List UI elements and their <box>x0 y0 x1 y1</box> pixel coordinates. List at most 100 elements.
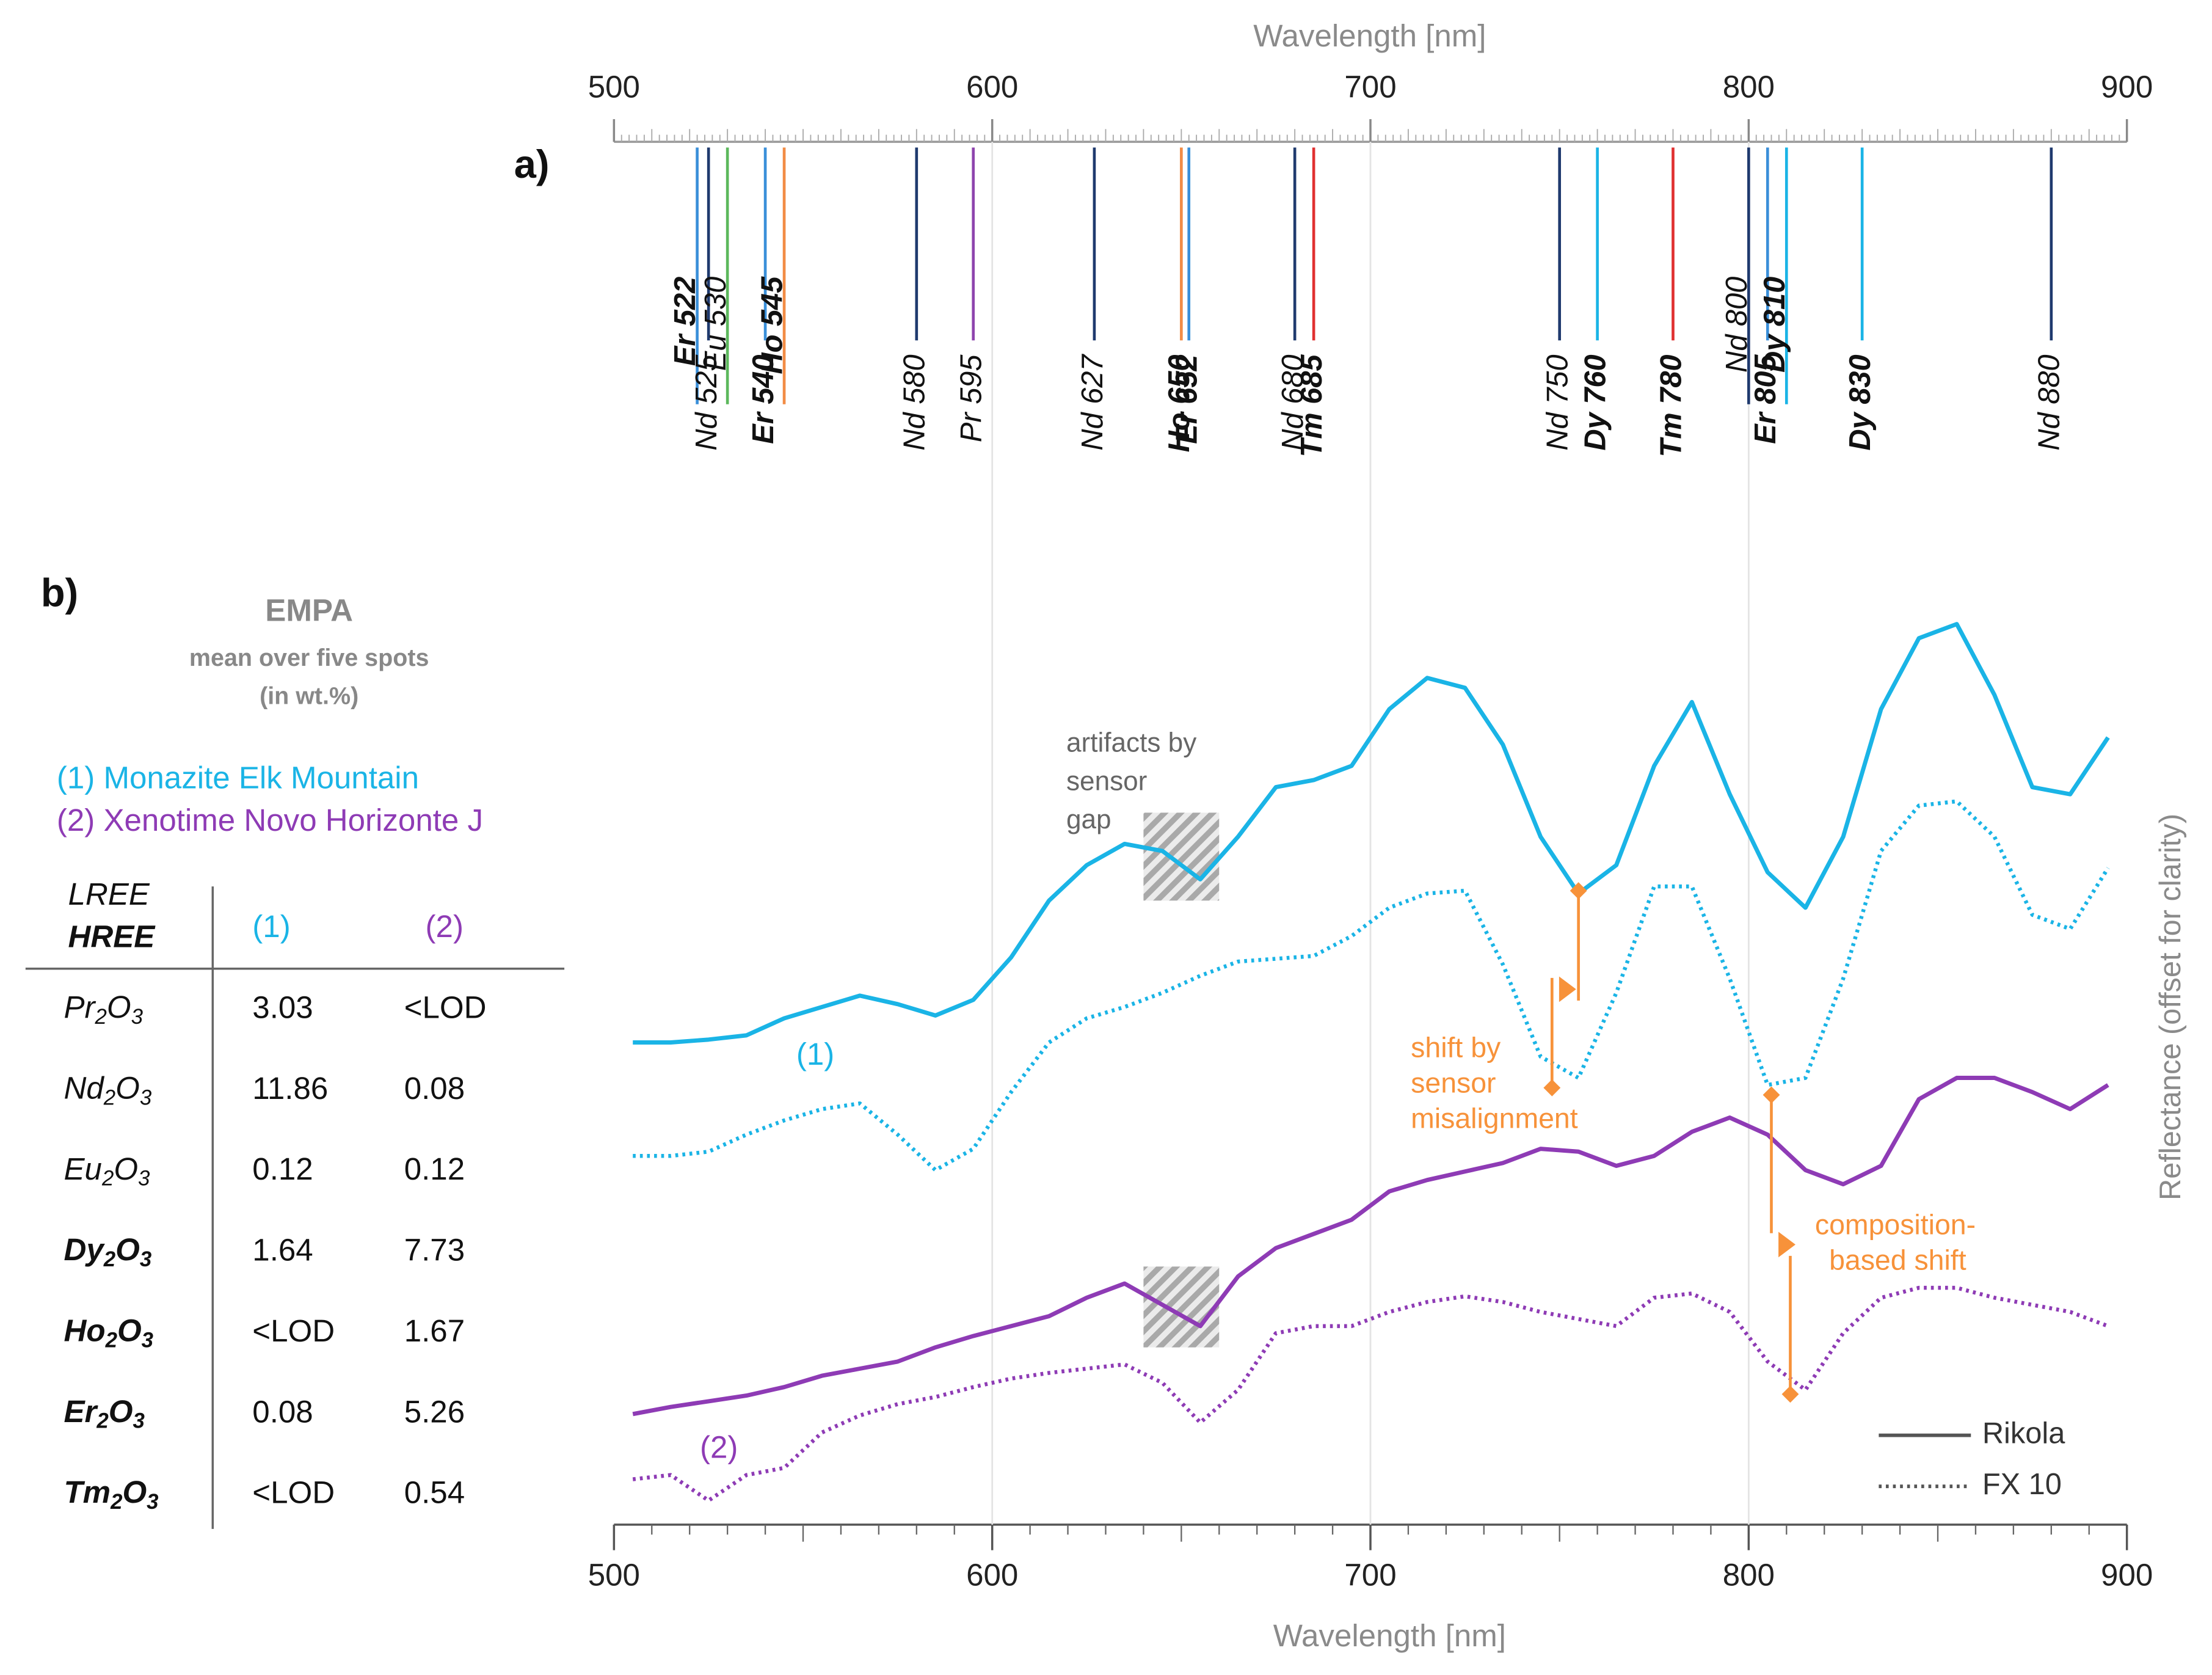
oxide: Ho2O3 <box>64 1313 154 1352</box>
table-subtitle: mean over five spots <box>189 644 429 671</box>
shift-arrow <box>1559 976 1576 1002</box>
oxide-part: Tm <box>64 1475 111 1510</box>
table-cell: 0.12 <box>252 1151 313 1186</box>
oxide-part: 2 <box>110 1490 122 1514</box>
series-line <box>632 1076 2109 1417</box>
table-cell: <LOD <box>404 990 487 1025</box>
column-header: (2) <box>426 909 464 944</box>
table-cell: 5.26 <box>404 1394 465 1429</box>
column-header: (1) <box>252 909 290 944</box>
oxide-part: 3 <box>131 1005 144 1029</box>
element-label: Er 522 <box>669 277 702 366</box>
oxide-part: 2 <box>95 1005 107 1029</box>
table-cell: 1.67 <box>404 1313 465 1348</box>
oxide-part: 2 <box>105 1329 117 1352</box>
element-label: Er 652 <box>1171 354 1204 443</box>
oxide-part: Nd <box>64 1071 105 1106</box>
table-cell: 0.12 <box>404 1151 465 1186</box>
annotation: gap <box>1066 805 1111 834</box>
element-label: Tm 780 <box>1654 354 1687 457</box>
sample-name: (1) Monazite Elk Mountain <box>57 760 419 795</box>
element-label: Nd 880 <box>2033 354 2066 450</box>
element-label: Ho 650 <box>1163 354 1196 452</box>
x-tick-label: 500 <box>588 1557 640 1592</box>
oxide-part: O <box>117 1313 142 1348</box>
element-label: Er 540 <box>747 354 780 443</box>
oxide-part: 3 <box>133 1409 145 1433</box>
table-title: EMPA <box>265 593 353 627</box>
oxide-part: Pr <box>64 990 96 1025</box>
table-cell: 0.54 <box>404 1475 465 1510</box>
oxide-part: 2 <box>103 1247 115 1271</box>
shift-marker <box>1543 1079 1561 1097</box>
series-line <box>632 1285 2109 1503</box>
annotation: shift by <box>1411 1031 1501 1063</box>
oxide: Er2O3 <box>64 1394 145 1433</box>
annotation: sensor <box>1066 766 1147 796</box>
annotation: composition- <box>1815 1209 1976 1241</box>
element-label: Nd 800 <box>1720 277 1753 373</box>
panel-label: a) <box>514 142 550 186</box>
oxide-part: O <box>114 1151 138 1186</box>
group-header: LREE <box>68 877 150 911</box>
x-tick-label: 900 <box>2101 1557 2153 1592</box>
oxide-part: 3 <box>142 1329 153 1352</box>
oxide-part: O <box>109 1394 133 1429</box>
oxide-part: 3 <box>140 1086 152 1110</box>
curve-label: (2) <box>700 1429 738 1464</box>
x-tick-label: 900 <box>2101 70 2153 104</box>
element-label: Nd 680 <box>1276 354 1309 450</box>
element-label: Eu 530 <box>699 277 732 371</box>
table-cell: 11.86 <box>252 1071 328 1106</box>
x-tick-label: 600 <box>966 1557 1018 1592</box>
table-cell: 3.03 <box>252 990 313 1025</box>
element-label: Dy 830 <box>1844 354 1877 450</box>
series-line <box>633 622 2110 1045</box>
oxide-part: 3 <box>138 1167 150 1191</box>
sample-name: (2) Xenotime Novo Horizonte J <box>57 803 483 838</box>
element-label: Ho 545 <box>756 276 789 374</box>
oxide-part: O <box>107 990 131 1025</box>
table-cell: <LOD <box>252 1475 335 1510</box>
sensor-gap <box>1143 812 1220 901</box>
oxide-part: 3 <box>140 1247 151 1271</box>
oxide: Nd2O3 <box>64 1071 152 1110</box>
element-label: Nd 750 <box>1541 354 1574 450</box>
x-tick-label: 500 <box>588 70 640 104</box>
x-axis-title-top: Wavelength [nm] <box>1253 18 1486 53</box>
shift-marker <box>1781 1385 1799 1403</box>
oxide: Pr2O3 <box>64 990 144 1029</box>
element-label: Nd 627 <box>1076 354 1109 451</box>
x-tick-label: 800 <box>1723 70 1775 104</box>
oxide-part: 2 <box>103 1086 115 1110</box>
sensor-gap <box>1143 1266 1220 1348</box>
x-tick-label: 700 <box>1344 1557 1396 1592</box>
element-label: Er 805 <box>1749 354 1782 444</box>
oxide-part: O <box>115 1071 140 1106</box>
y-axis-title: Reflectance (offset for clarity) <box>2154 814 2187 1200</box>
element-label: Tm 685 <box>1295 354 1328 458</box>
shift-arrow <box>1778 1232 1795 1258</box>
oxide: Tm2O3 <box>64 1475 159 1514</box>
x-axis-title: Wavelength [nm] <box>1273 1618 1506 1653</box>
annotation: based shift <box>1829 1244 1966 1276</box>
table-cell: 1.64 <box>252 1233 313 1268</box>
element-label: Pr 595 <box>955 354 988 443</box>
x-tick-label: 700 <box>1344 70 1396 104</box>
legend-label: Rikola <box>1982 1417 2065 1450</box>
table-cell: 7.73 <box>404 1233 465 1268</box>
oxide-part: Dy <box>64 1233 106 1268</box>
table-cell: 0.08 <box>404 1071 465 1106</box>
oxide-part: Er <box>64 1394 99 1429</box>
oxide-part: Ho <box>64 1313 106 1348</box>
curve-label: (1) <box>796 1037 834 1071</box>
oxide-part: 3 <box>147 1490 158 1514</box>
element-label: Nd 580 <box>898 354 931 450</box>
oxide: Eu2O3 <box>64 1151 151 1191</box>
oxide: Dy2O3 <box>64 1233 152 1272</box>
annotation: artifacts by <box>1066 728 1196 758</box>
panel-label: b) <box>41 570 78 615</box>
series-line <box>633 799 2110 1172</box>
